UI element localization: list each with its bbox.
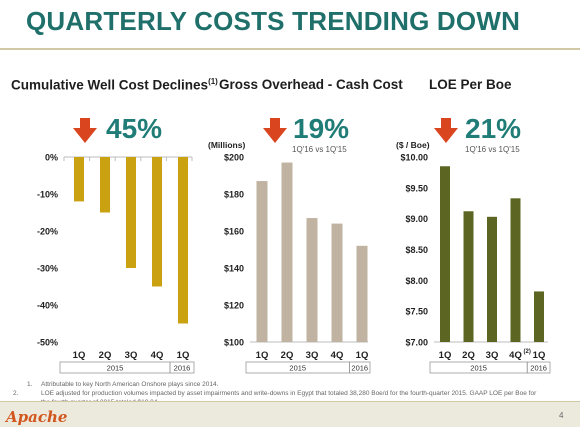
y-tick-label: -30% bbox=[37, 264, 58, 274]
x-tick-label: 4Q bbox=[151, 350, 164, 361]
comparison-overhead: 1Q'16 vs 1Q'15 bbox=[292, 145, 347, 154]
headline-well-cost: 45% bbox=[106, 113, 163, 144]
chart-title-well-cost: Cumulative Well Cost Declines(1) bbox=[11, 77, 218, 93]
y-tick-label: $100 bbox=[224, 338, 244, 348]
y-tick-label: $7.50 bbox=[405, 307, 428, 317]
unit-label-overhead: (Millions) bbox=[208, 140, 246, 150]
y-tick-label: $9.00 bbox=[405, 214, 428, 224]
chart-title-overhead: Gross Overhead - Cash Cost bbox=[219, 77, 403, 92]
x-tick-label: 1Q bbox=[356, 350, 369, 361]
headline-overhead: 19% bbox=[293, 113, 350, 144]
bar bbox=[152, 157, 162, 287]
footnote-1: 1. Attributable to key North American Ons… bbox=[27, 381, 219, 388]
bar bbox=[510, 198, 521, 342]
x-tick-label: 1Q bbox=[256, 350, 269, 361]
comparison-loe: 1Q'16 vs 1Q'15 bbox=[465, 145, 520, 154]
title-divider bbox=[0, 48, 580, 50]
x-tick-label: 3Q bbox=[306, 350, 319, 361]
y-tick-label: $160 bbox=[224, 227, 244, 237]
x-tick-label: 4Q bbox=[331, 350, 344, 361]
bar bbox=[256, 181, 268, 342]
bar bbox=[534, 291, 544, 342]
year-label: 2015 bbox=[470, 364, 487, 373]
y-tick-label: -20% bbox=[37, 227, 58, 237]
footer-bar bbox=[0, 401, 580, 427]
x-tick-label: 3Q bbox=[486, 350, 499, 361]
bar bbox=[356, 245, 368, 342]
apache-logo: Apache bbox=[6, 408, 68, 426]
down-arrow-icon bbox=[263, 118, 287, 143]
x-tick-label: 1Q bbox=[73, 350, 86, 361]
page-number: 4 bbox=[559, 411, 564, 420]
y-tick-label: -50% bbox=[37, 338, 58, 348]
bar bbox=[74, 157, 84, 202]
y-tick-label: -10% bbox=[37, 190, 58, 200]
bar bbox=[487, 216, 497, 342]
year-label: 2016 bbox=[174, 364, 191, 373]
y-tick-label: $8.50 bbox=[405, 245, 428, 255]
x-tick-label: 2Q bbox=[99, 350, 112, 361]
year-group-box bbox=[169, 361, 195, 374]
bar bbox=[281, 162, 293, 342]
unit-label-loe: ($ / Boe) bbox=[396, 140, 430, 150]
x-tick-footnote: (2) bbox=[524, 349, 531, 355]
page-title: QUARTERLY COSTS TRENDING DOWN bbox=[26, 6, 521, 36]
y-tick-label: $140 bbox=[224, 264, 244, 274]
year-label: 2016 bbox=[530, 364, 547, 373]
headline-loe: 21% bbox=[465, 113, 522, 144]
year-label: 2016 bbox=[351, 364, 368, 373]
y-tick-label: $8.00 bbox=[405, 276, 428, 286]
down-arrow-icon bbox=[434, 118, 458, 143]
bar bbox=[306, 218, 318, 342]
year-group-box bbox=[349, 361, 371, 374]
x-tick-label: 1Q bbox=[177, 350, 190, 361]
year-label: 2015 bbox=[107, 364, 124, 373]
y-tick-label: $10.00 bbox=[400, 153, 428, 163]
bar bbox=[440, 166, 450, 342]
chart-title-loe: LOE Per Boe bbox=[429, 77, 512, 92]
bar bbox=[331, 223, 343, 342]
charts-canvas: 0% -10% -20% -30% -40% -50% 1Q 2Q 3Q 4Q 1Q 2015 2016… bbox=[37, 153, 551, 374]
bar bbox=[126, 157, 136, 268]
x-tick-label: 4Q bbox=[509, 350, 522, 361]
bar bbox=[100, 157, 110, 213]
year-group-box bbox=[526, 361, 551, 374]
y-tick-label: $9.50 bbox=[405, 183, 428, 193]
bar bbox=[463, 211, 474, 342]
bar bbox=[178, 157, 188, 324]
footer-divider bbox=[0, 401, 580, 402]
x-tick-label: 2Q bbox=[281, 350, 294, 361]
down-arrow-icon bbox=[73, 118, 97, 143]
y-tick-label: $7.00 bbox=[405, 338, 428, 348]
y-tick-label: -40% bbox=[37, 301, 58, 311]
y-tick-label: $200 bbox=[224, 153, 244, 163]
y-tick-label: $120 bbox=[224, 301, 244, 311]
x-tick-label: 1Q bbox=[533, 350, 546, 361]
year-label: 2015 bbox=[289, 364, 306, 373]
x-tick-label: 1Q bbox=[439, 350, 452, 361]
x-tick-label: 3Q bbox=[125, 350, 138, 361]
y-tick-label: $180 bbox=[224, 190, 244, 200]
x-tick-label: 2Q bbox=[462, 350, 475, 361]
y-tick-label: 0% bbox=[45, 153, 58, 163]
